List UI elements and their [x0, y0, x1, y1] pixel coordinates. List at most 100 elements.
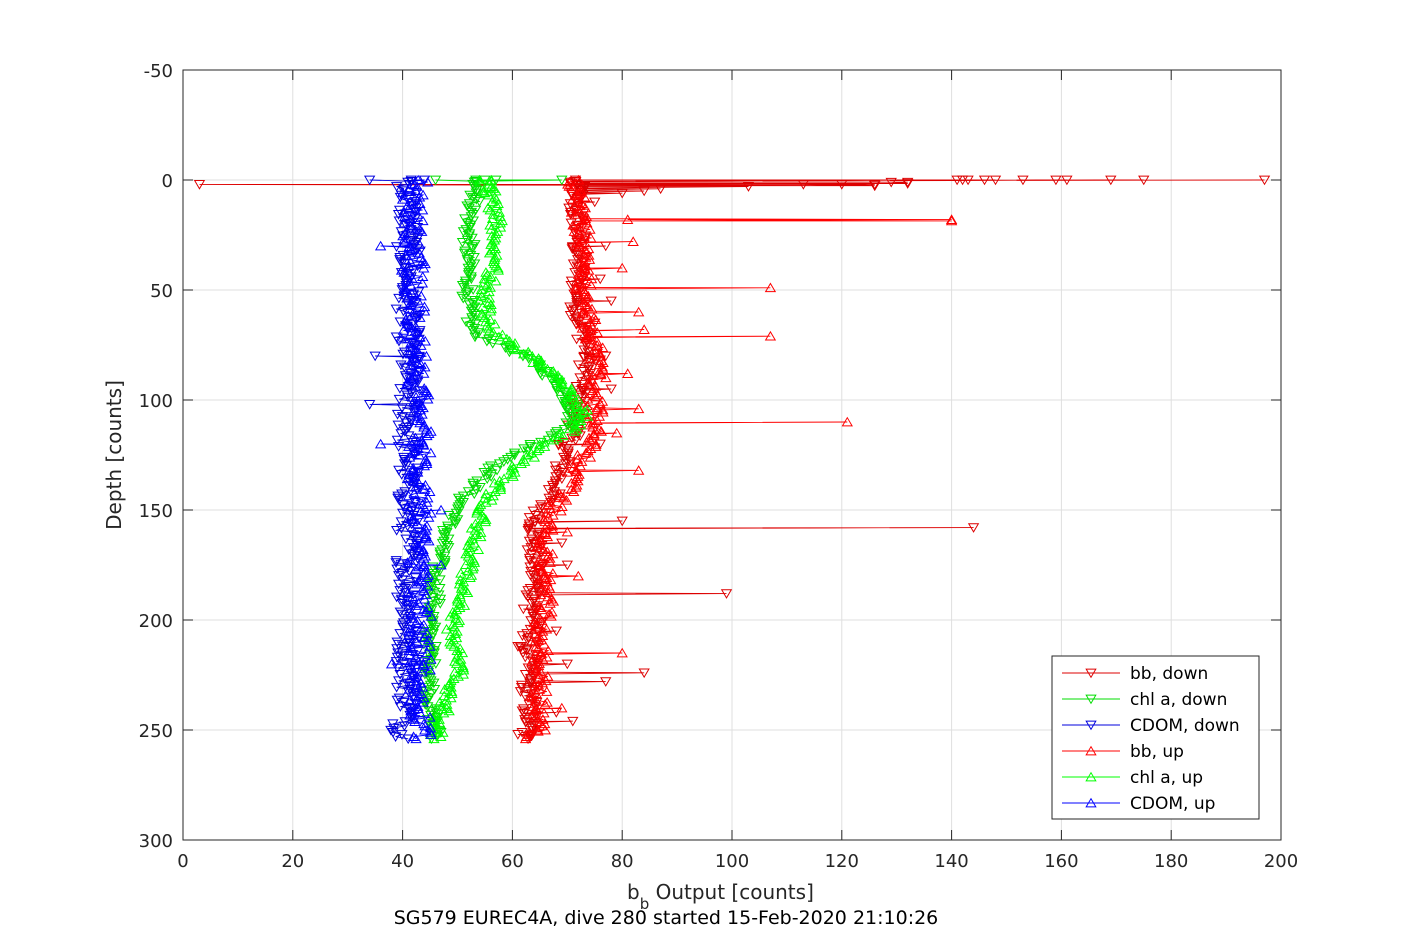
data-point	[550, 626, 562, 637]
data-point	[427, 652, 439, 663]
data-point	[404, 555, 416, 565]
data-point	[402, 310, 414, 320]
data-point	[407, 462, 419, 473]
data-point	[538, 436, 550, 447]
data-point	[408, 448, 421, 459]
data-point	[396, 412, 409, 422]
legend-swatch-marker	[1085, 797, 1097, 808]
data-point	[453, 615, 466, 625]
data-point	[390, 556, 402, 566]
data-point	[460, 548, 472, 559]
data-point	[582, 376, 595, 387]
data-point	[553, 488, 565, 499]
data-point	[539, 528, 551, 538]
data-point	[605, 384, 617, 395]
y-tick-label: 150	[139, 501, 173, 522]
legend-entry-label: chl a, up	[1130, 768, 1203, 788]
data-point	[836, 180, 848, 190]
data-point	[400, 373, 413, 384]
data-point	[576, 198, 588, 208]
data-point	[415, 359, 427, 370]
data-point	[521, 635, 534, 646]
data-point	[524, 732, 537, 742]
data-point	[616, 647, 628, 658]
data-point	[425, 653, 437, 664]
data-point	[487, 339, 499, 349]
data-point	[400, 534, 412, 545]
data-point	[526, 656, 538, 666]
data-point	[551, 384, 563, 394]
data-point	[413, 224, 426, 234]
data-point	[512, 730, 524, 740]
data-point	[407, 731, 420, 741]
data-point	[485, 472, 497, 482]
data-point	[374, 240, 387, 251]
data-point	[397, 650, 409, 661]
legend-swatch-marker	[1085, 745, 1097, 756]
data-point	[409, 537, 421, 548]
data-point	[422, 176, 434, 187]
data-point	[556, 702, 568, 713]
data-point	[429, 175, 442, 186]
data-point	[595, 426, 608, 436]
data-point	[392, 442, 405, 452]
data-point	[466, 244, 479, 255]
legend-entry-label: CDOM, down	[1130, 716, 1240, 736]
data-point	[885, 177, 897, 188]
data-point	[558, 424, 571, 435]
legend-entry-label: bb, up	[1130, 742, 1184, 762]
data-point	[415, 290, 427, 301]
data-point	[537, 714, 549, 724]
data-point	[485, 299, 497, 309]
data-point	[404, 363, 416, 374]
data-point	[869, 180, 881, 190]
data-point	[572, 360, 585, 371]
data-point	[582, 393, 594, 404]
data-point	[474, 483, 486, 493]
data-point	[453, 506, 465, 517]
data-point	[526, 723, 539, 734]
data-point	[764, 330, 777, 341]
data-point	[556, 501, 568, 512]
data-point	[393, 336, 405, 347]
data-point	[533, 555, 545, 565]
data-point	[454, 574, 467, 585]
data-point	[421, 520, 433, 531]
data-point	[531, 578, 543, 589]
data-point	[533, 600, 545, 610]
legend-entry-label: CDOM, up	[1130, 794, 1215, 814]
data-point	[394, 384, 406, 394]
data-point	[547, 568, 559, 578]
data-point	[455, 568, 467, 578]
legend-box	[1051, 655, 1260, 820]
x-tick-label: 100	[715, 851, 749, 872]
data-point	[480, 488, 492, 499]
data-point	[534, 439, 546, 449]
data-point	[574, 373, 586, 384]
data-point	[584, 369, 596, 379]
data-point	[571, 237, 583, 248]
data-point	[422, 634, 435, 645]
data-point	[945, 214, 958, 224]
data-point	[421, 580, 434, 591]
data-point	[403, 431, 415, 442]
data-point	[525, 543, 537, 553]
data-point	[902, 177, 914, 188]
data-point	[584, 353, 597, 363]
data-point	[576, 456, 588, 466]
data-point	[561, 526, 573, 537]
data-point	[546, 606, 558, 617]
data-point	[515, 680, 528, 691]
data-point	[411, 222, 424, 233]
data-point	[587, 418, 599, 428]
data-point	[395, 523, 408, 534]
data-point	[466, 233, 478, 244]
data-point	[402, 308, 414, 319]
data-point	[435, 504, 447, 515]
data-point	[418, 559, 430, 570]
data-point	[403, 645, 415, 656]
legend-swatch-marker	[1085, 668, 1097, 679]
data-point	[402, 587, 414, 597]
data-point	[496, 329, 509, 340]
data-point	[394, 702, 407, 712]
